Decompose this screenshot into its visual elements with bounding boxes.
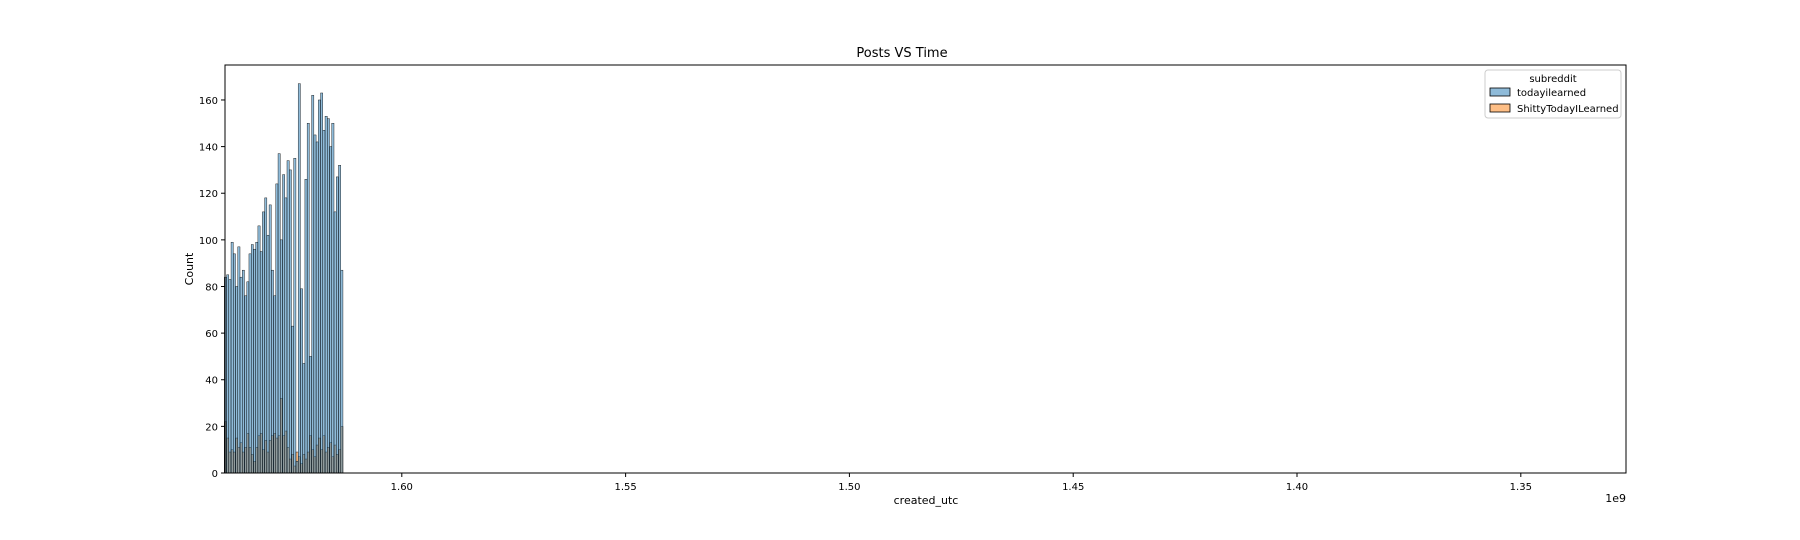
bar-todayilearned-2	[228, 279, 232, 474]
bar-todayilearned-22	[273, 295, 277, 474]
bar-todayilearned-29	[289, 169, 292, 474]
y-tick-label: 140	[199, 143, 218, 154]
bar-todayilearned-15	[257, 225, 261, 474]
bar-todayilearned-12	[250, 244, 254, 474]
y-tick-label: 0	[212, 469, 218, 480]
bar-todayilearned-19	[266, 234, 270, 474]
y-tick-label: 120	[199, 189, 218, 200]
y-tick-label: 80	[205, 282, 218, 293]
legend: subreddit todayilearned ShittyTodayILear…	[1484, 69, 1622, 119]
bar-todayilearned-38	[309, 356, 312, 474]
bar-todayilearned-13	[253, 248, 256, 474]
bar-todayilearned-30	[291, 325, 294, 474]
legend-label-shittytodayilearned: ShittyTodayILearned	[1517, 104, 1619, 115]
y-tick-label: 20	[205, 422, 218, 433]
legend-title: subreddit	[1529, 74, 1576, 85]
bar-todayilearned-1	[226, 274, 230, 474]
bar-todayilearned-27	[284, 197, 288, 474]
bar-todayilearned-32	[295, 461, 299, 474]
bar-todayilearned-3	[230, 241, 234, 474]
y-axis: 0 20 40 60 80 100 120 140 160	[199, 96, 225, 480]
bar-todayilearned-5	[235, 286, 238, 474]
x-tick-label: 1.60	[391, 482, 413, 493]
bar-todayilearned-11	[248, 253, 252, 474]
series-todayilearned	[224, 83, 344, 474]
bar-todayilearned-40	[313, 134, 317, 474]
bar-todayilearned-7	[239, 276, 243, 474]
bar-todayilearned-24	[277, 153, 281, 474]
x-tick-label: 1.40	[1286, 482, 1308, 493]
bar-todayilearned-21	[271, 269, 274, 474]
bar-todayilearned-43	[320, 92, 323, 474]
legend-swatch-shittytodayilearned	[1489, 103, 1511, 113]
x-tick-label: 1.55	[614, 482, 636, 493]
bar-todayilearned-16	[259, 251, 263, 474]
y-tick-label: 40	[205, 376, 218, 387]
bar-todayilearned-46	[327, 118, 330, 474]
x-tick-label: 1.45	[1062, 482, 1084, 493]
bar-todayilearned-41	[315, 141, 319, 474]
bar-todayilearned-9	[244, 295, 247, 474]
bar-todayilearned-35	[302, 363, 306, 474]
bar-todayilearned-52	[340, 269, 344, 474]
bar-todayilearned-26	[282, 174, 285, 474]
bar-todayilearned-47	[329, 146, 332, 474]
x-axis-label: created_utc	[894, 494, 959, 507]
bar-todayilearned-42	[318, 99, 321, 474]
bar-todayilearned-33	[297, 83, 301, 474]
bar-todayilearned-49	[333, 211, 337, 474]
y-tick-label: 100	[199, 236, 218, 247]
bar-todayilearned-50	[336, 176, 339, 474]
x-tick-label: 1.50	[838, 482, 860, 493]
chart-title: Posts VS Time	[856, 46, 947, 61]
y-tick-label: 60	[205, 329, 218, 340]
bar-todayilearned-20	[268, 204, 272, 474]
plot-frame	[224, 64, 1627, 474]
plot-area	[224, 64, 1627, 474]
bar-todayilearned-28	[286, 160, 290, 474]
bar-todayilearned-10	[246, 281, 250, 474]
bar-todayilearned-39	[311, 95, 315, 474]
bar-todayilearned-25	[280, 239, 283, 474]
bar-todayilearned-17	[262, 211, 265, 474]
y-axis-label: Count	[183, 252, 196, 285]
bar-todayilearned-4	[233, 253, 236, 474]
bar-todayilearned-45	[324, 116, 328, 474]
bar-todayilearned-23	[275, 183, 279, 474]
bar-todayilearned-8	[242, 269, 245, 474]
bar-todayilearned-44	[322, 130, 326, 474]
bar-todayilearned-37	[306, 123, 310, 474]
bar-todayilearned-36	[304, 179, 308, 474]
legend-label-todayilearned: todayilearned	[1517, 88, 1586, 99]
x-axis: 1.60 1.55 1.50 1.45 1.40 1.35	[391, 473, 1532, 493]
bar-todayilearned-48	[331, 123, 335, 474]
y-tick-label: 160	[199, 96, 218, 107]
bar-todayilearned-14	[255, 241, 259, 474]
bar-todayilearned-18	[264, 197, 268, 474]
bar-todayilearned-34	[300, 288, 303, 474]
x-axis-offset-text: 1e9	[1605, 492, 1626, 505]
legend-frame	[1484, 69, 1622, 119]
x-tick-label: 1.35	[1510, 482, 1532, 493]
legend-swatch-todayilearned	[1489, 87, 1511, 97]
bar-todayilearned-51	[338, 165, 341, 474]
bar-todayilearned-6	[237, 246, 241, 474]
bar-todayilearned-31	[293, 158, 297, 474]
